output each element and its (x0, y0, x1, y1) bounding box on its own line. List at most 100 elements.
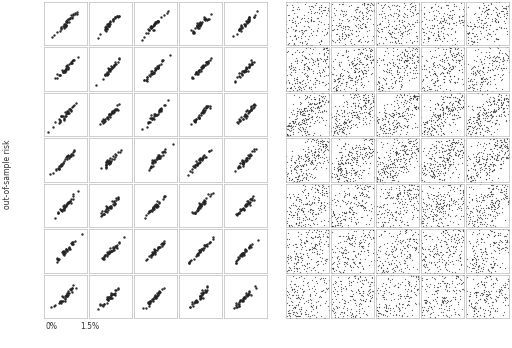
Point (299, 278, 307, 284)
Point (304, 254, 312, 260)
Point (482, 202, 490, 207)
Point (195, 160, 203, 166)
Point (344, 34, 352, 40)
Point (330, 236, 338, 241)
Point (301, 240, 309, 246)
Point (71, 11, 79, 17)
Point (323, 132, 331, 138)
Point (409, 196, 417, 201)
Point (300, 208, 308, 214)
Point (322, 144, 330, 149)
Point (414, 106, 422, 112)
Point (302, 60, 310, 66)
Point (364, 185, 372, 190)
Point (287, 298, 295, 304)
Point (336, 342, 344, 348)
Point (247, 61, 255, 66)
Point (300, 53, 308, 58)
Point (429, 237, 437, 242)
Point (495, 240, 503, 245)
Point (366, 67, 374, 72)
Point (483, 91, 492, 96)
Point (485, 181, 494, 186)
Point (493, 12, 501, 18)
Point (485, 141, 494, 146)
Point (394, 296, 402, 302)
Point (472, 24, 480, 29)
Point (292, 174, 300, 179)
Point (479, 65, 487, 71)
Point (381, 251, 390, 257)
Point (327, 173, 335, 179)
Point (471, 278, 479, 284)
Point (245, 14, 253, 19)
Point (305, 115, 313, 121)
Point (440, 280, 448, 286)
Point (445, 203, 453, 208)
Point (388, 246, 396, 252)
Point (433, 0, 441, 1)
Point (359, 27, 367, 32)
Point (491, 215, 499, 221)
Point (385, 118, 393, 124)
Point (476, 161, 484, 167)
Point (283, 127, 291, 132)
Point (451, 177, 459, 183)
Point (356, 260, 365, 266)
Point (382, 68, 390, 73)
Point (356, 104, 364, 110)
Point (436, 191, 444, 197)
Point (293, 267, 301, 272)
Point (159, 152, 167, 158)
Point (291, 205, 300, 210)
Point (413, 95, 421, 100)
Point (401, 142, 410, 148)
Point (234, 27, 243, 33)
Point (397, 205, 406, 211)
Point (502, 157, 510, 162)
Point (362, 56, 370, 61)
Point (445, 78, 453, 83)
Point (449, 169, 457, 175)
Point (387, 230, 395, 236)
Point (282, 180, 290, 186)
Point (438, 25, 446, 30)
Point (143, 78, 152, 84)
Point (231, 79, 239, 84)
Point (393, 254, 401, 259)
Point (301, 1, 309, 7)
Point (154, 63, 162, 68)
Point (111, 60, 119, 65)
Point (399, 23, 408, 28)
Point (102, 163, 111, 168)
Point (412, 266, 420, 271)
Point (372, 57, 380, 63)
Point (239, 251, 247, 257)
Point (312, 230, 320, 235)
Point (412, 239, 420, 245)
Point (358, 244, 367, 249)
Point (379, 146, 387, 151)
Point (64, 110, 72, 116)
Point (283, 208, 291, 214)
Point (348, 240, 356, 246)
Point (392, 264, 400, 269)
Point (353, 15, 361, 21)
Point (472, 119, 480, 124)
Point (494, 256, 502, 262)
Point (105, 68, 113, 74)
Point (342, 231, 350, 236)
Point (390, 2, 398, 8)
Point (324, 219, 332, 224)
Point (500, 106, 508, 111)
Point (308, 157, 316, 163)
Point (503, 145, 511, 151)
Point (352, 198, 360, 204)
Point (351, 254, 359, 260)
Point (285, 136, 293, 142)
Point (324, 164, 332, 169)
Point (493, 154, 501, 159)
Point (390, 244, 398, 250)
Point (56, 163, 64, 168)
Point (394, 71, 402, 77)
